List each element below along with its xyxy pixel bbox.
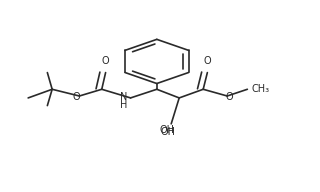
- Text: O: O: [204, 56, 211, 66]
- Text: H: H: [120, 100, 127, 110]
- Text: O: O: [102, 56, 109, 66]
- Text: N: N: [119, 92, 127, 102]
- Text: OH: OH: [161, 127, 175, 137]
- Text: O: O: [226, 92, 234, 102]
- Text: CH₃: CH₃: [251, 84, 269, 94]
- Text: OH: OH: [160, 125, 175, 135]
- Text: O: O: [73, 92, 81, 102]
